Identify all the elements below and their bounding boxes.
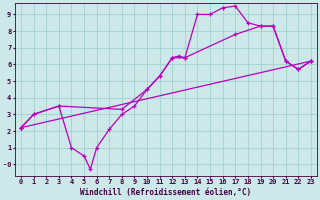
X-axis label: Windchill (Refroidissement éolien,°C): Windchill (Refroidissement éolien,°C) [80,188,252,197]
